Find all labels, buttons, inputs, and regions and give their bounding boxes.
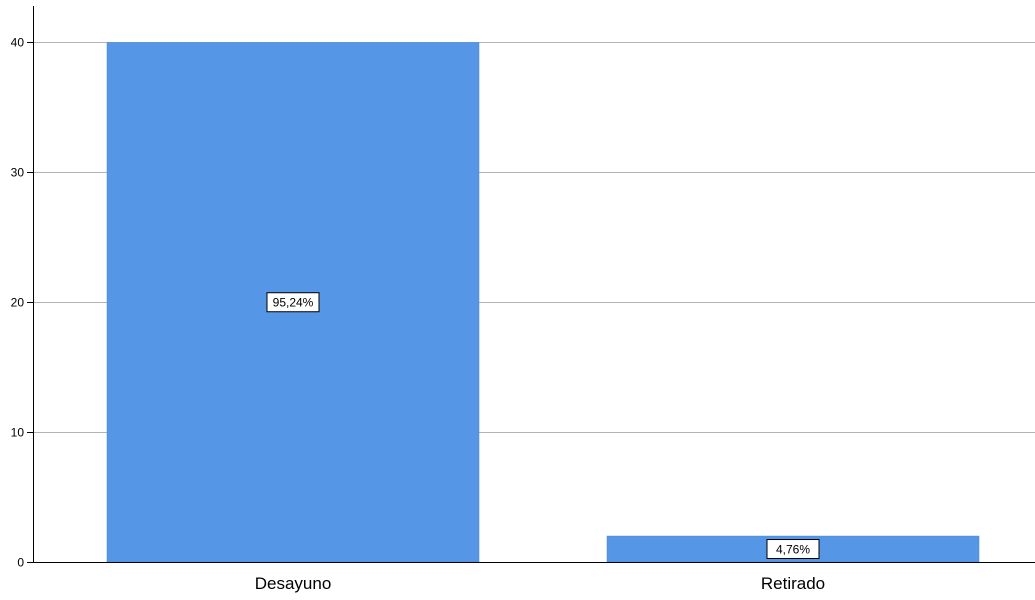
x-category-label: Retirado [761,574,825,593]
y-tick-label: 30 [11,166,25,180]
data-label: 95,24% [273,296,314,310]
x-category-label: Desayuno [255,574,332,593]
y-tick-label: 40 [11,36,25,50]
y-tick-label: 20 [11,296,25,310]
data-label: 4,76% [776,543,810,557]
y-tick-label: 0 [17,556,24,570]
y-tick-label: 10 [11,426,25,440]
